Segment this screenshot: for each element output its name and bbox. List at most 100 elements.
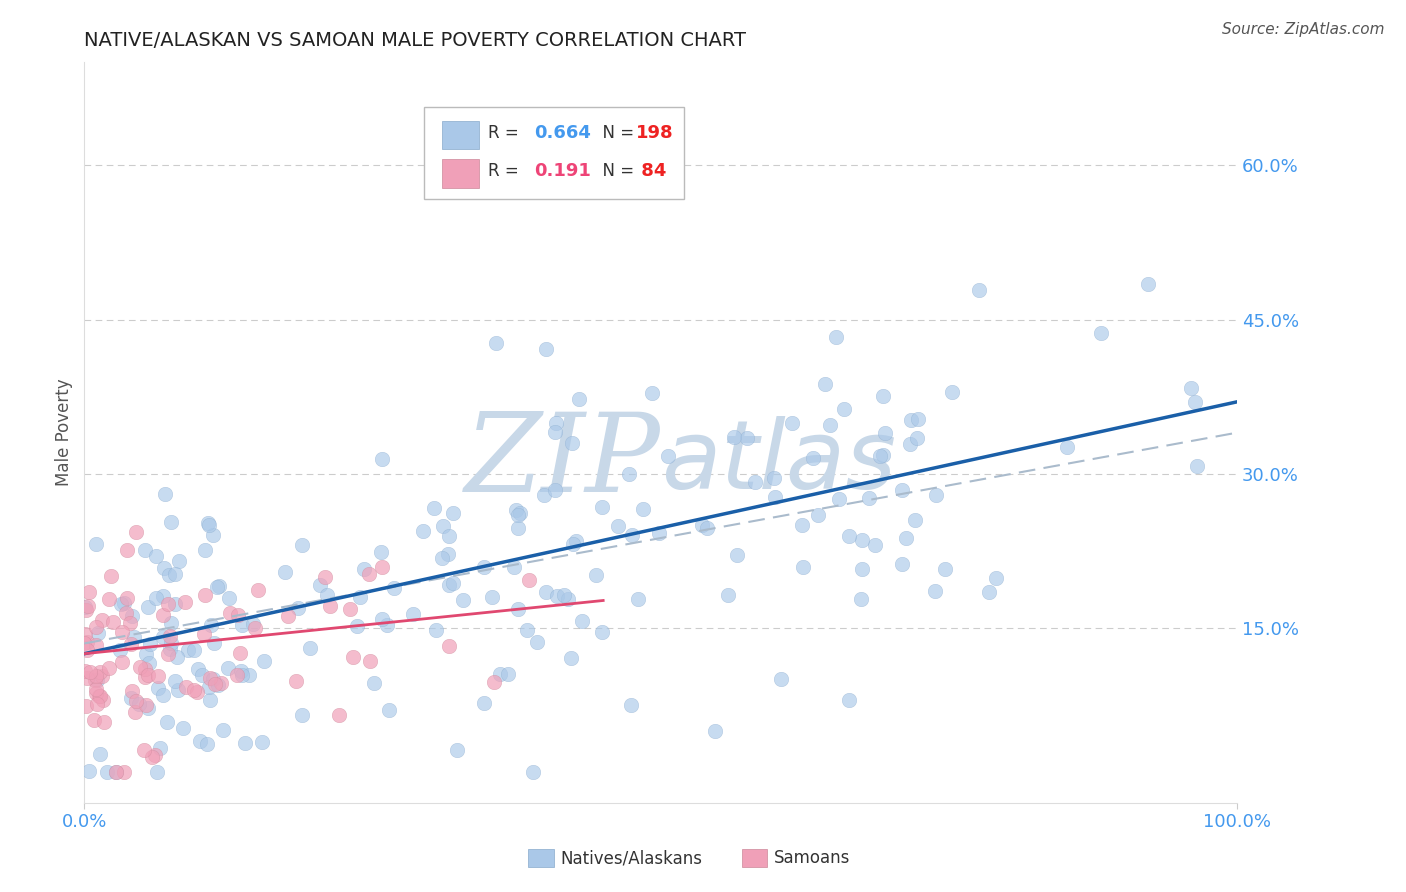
Point (814, 377, 837, 392)
Point (904, 513, 927, 527)
Point (900, 413, 922, 427)
Point (339, 602, 361, 616)
Point (207, 580, 229, 594)
Point (382, 582, 405, 596)
Text: Natives/Alaskans: Natives/Alaskans (561, 849, 703, 867)
FancyBboxPatch shape (425, 107, 683, 200)
Point (359, 654, 381, 668)
Point (299, 641, 322, 656)
Point (132, 743, 155, 757)
Point (506, 508, 529, 522)
Point (872, 448, 894, 462)
Point (557, 591, 579, 606)
Point (561, 537, 583, 551)
Point (807, 508, 830, 523)
Point (202, 672, 225, 686)
Point (907, 412, 929, 426)
Point (561, 436, 583, 450)
Point (76, 634, 98, 648)
Point (560, 650, 582, 665)
Point (1090, 326, 1112, 340)
Point (159, 629, 181, 643)
Point (648, 526, 671, 541)
Text: N =: N = (592, 124, 638, 142)
Text: NATIVE/ALASKAN VS SAMOAN MALE POVERTY CORRELATION CHART: NATIVE/ALASKAN VS SAMOAN MALE POVERTY CO… (84, 30, 747, 50)
Point (375, 618, 398, 632)
Point (328, 707, 350, 722)
Point (197, 518, 219, 533)
Point (75, 603, 97, 617)
Point (894, 531, 917, 545)
Point (371, 612, 394, 626)
Point (110, 598, 132, 612)
Point (825, 329, 848, 343)
Point (441, 506, 464, 520)
Point (134, 543, 156, 558)
Point (851, 562, 873, 576)
Point (86, 697, 108, 711)
Point (152, 607, 174, 622)
Point (517, 573, 540, 587)
Point (97, 592, 120, 607)
Text: ZIP: ZIP (465, 409, 661, 516)
Point (229, 664, 252, 678)
Point (314, 570, 336, 584)
Point (285, 674, 308, 689)
Point (546, 589, 568, 603)
Point (851, 592, 873, 607)
Point (157, 568, 180, 582)
Point (86, 626, 108, 640)
Point (159, 636, 181, 650)
Point (585, 567, 607, 582)
Point (120, 637, 142, 651)
Point (619, 467, 641, 482)
Point (423, 500, 446, 515)
Point (114, 764, 136, 779)
Text: R =: R = (488, 162, 529, 180)
Point (121, 684, 143, 698)
Y-axis label: Male Poverty: Male Poverty (55, 379, 73, 486)
Point (159, 641, 181, 656)
Point (90, 613, 112, 627)
Point (83, 713, 105, 727)
Point (174, 595, 197, 609)
Point (122, 630, 145, 644)
Point (135, 698, 157, 712)
Point (77, 764, 100, 778)
Point (858, 491, 880, 505)
Point (780, 416, 803, 430)
Point (620, 698, 643, 712)
Point (247, 582, 270, 597)
Point (212, 723, 235, 737)
Point (436, 548, 458, 562)
Point (155, 487, 177, 501)
Point (696, 521, 718, 535)
Point (86, 673, 108, 687)
Point (941, 384, 963, 399)
Point (89, 689, 111, 703)
Bar (529, 849, 554, 867)
Point (149, 741, 172, 756)
Point (186, 685, 208, 699)
Point (117, 543, 139, 558)
Point (145, 549, 167, 564)
Point (544, 416, 567, 430)
Point (146, 764, 169, 779)
Point (526, 634, 548, 648)
Point (704, 724, 727, 739)
Point (516, 623, 538, 637)
Point (201, 528, 224, 542)
Point (91, 693, 114, 707)
Point (138, 657, 160, 671)
Point (84, 537, 107, 551)
Point (425, 623, 447, 637)
Point (934, 562, 956, 576)
Point (193, 626, 215, 640)
Point (134, 670, 156, 684)
Text: 0.191: 0.191 (534, 162, 591, 180)
Point (111, 624, 134, 639)
Point (135, 647, 157, 661)
Point (146, 681, 169, 695)
Point (111, 655, 134, 669)
Text: 198: 198 (636, 124, 673, 142)
